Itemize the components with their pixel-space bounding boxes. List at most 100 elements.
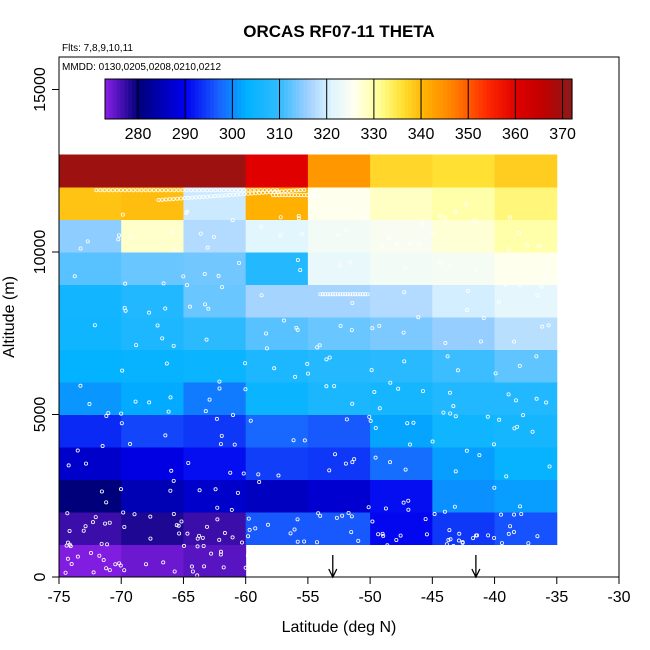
obs-point xyxy=(377,406,382,411)
obs-point xyxy=(151,188,156,193)
colorbar-segment xyxy=(206,79,211,119)
obs-point xyxy=(90,520,95,525)
heatmap-cell xyxy=(245,349,309,383)
colorbar-segment xyxy=(108,79,114,119)
colorbar-segment xyxy=(202,79,207,119)
colorbar-segment xyxy=(322,79,328,119)
obs-point xyxy=(155,188,160,193)
colorbar-segment xyxy=(486,79,491,119)
colorbar-segment xyxy=(478,79,484,119)
obs-point xyxy=(547,464,552,469)
obs-point xyxy=(120,212,125,217)
obs-point xyxy=(156,197,161,202)
obs-point xyxy=(75,448,80,453)
obs-point xyxy=(276,473,281,478)
colorbar-tick-label: 310 xyxy=(266,126,293,143)
colorbar-segment xyxy=(132,79,137,119)
colorbar-segment xyxy=(190,79,196,119)
obs-point xyxy=(99,489,104,494)
obs-point xyxy=(167,197,172,202)
obs-point xyxy=(163,433,168,438)
heatmap-cell xyxy=(183,512,247,545)
heatmap-cell xyxy=(121,349,184,383)
obs-point xyxy=(97,553,102,558)
obs-point xyxy=(148,536,153,541)
obs-point xyxy=(333,452,338,457)
obs-point xyxy=(430,439,435,444)
obs-point xyxy=(333,292,338,297)
obs-point xyxy=(75,554,80,559)
obs-point xyxy=(402,359,407,364)
obs-point xyxy=(515,573,520,578)
obs-point xyxy=(278,215,283,220)
obs-point xyxy=(508,524,513,529)
obs-point xyxy=(205,194,210,199)
colorbar-segment xyxy=(556,79,561,119)
heatmap-cell xyxy=(432,414,496,448)
colorbar-segment xyxy=(424,79,429,119)
obs-point xyxy=(121,510,126,515)
obs-point xyxy=(272,366,277,371)
obs-point xyxy=(113,562,118,567)
obs-point xyxy=(420,555,425,560)
obs-point xyxy=(89,551,94,556)
obs-point xyxy=(118,487,123,492)
obs-point xyxy=(406,498,411,503)
obs-point xyxy=(218,549,223,554)
obs-point xyxy=(527,549,532,554)
heatmap-cell xyxy=(59,382,122,415)
obs-point xyxy=(424,532,429,537)
obs-point xyxy=(438,260,443,265)
obs-point xyxy=(483,545,488,550)
heatmap-cell xyxy=(121,479,184,513)
colorbar-segment xyxy=(369,79,375,119)
obs-point xyxy=(169,229,174,234)
obs-point xyxy=(492,536,497,541)
obs-point xyxy=(335,292,340,297)
heatmap-cell xyxy=(59,219,122,253)
obs-point xyxy=(161,560,166,565)
colorbar-segment xyxy=(338,79,343,119)
obs-point xyxy=(372,389,377,394)
obs-point xyxy=(144,562,149,567)
colorbar-segment xyxy=(241,79,246,119)
colorbar-segment xyxy=(225,79,231,119)
obs-point xyxy=(128,442,133,447)
obs-point xyxy=(197,195,202,200)
heatmap-cell xyxy=(245,219,309,253)
obs-point xyxy=(350,460,355,465)
obs-point xyxy=(373,455,378,460)
obs-point xyxy=(292,527,297,532)
obs-point xyxy=(298,554,303,559)
obs-point xyxy=(98,188,103,193)
obs-point xyxy=(463,564,468,569)
obs-point xyxy=(503,569,508,574)
colorbar-segment xyxy=(291,79,297,119)
colorbar-segment xyxy=(529,79,534,119)
obs-point xyxy=(446,572,451,577)
obs-point xyxy=(501,255,506,260)
colorbar-segment xyxy=(346,79,351,119)
obs-point xyxy=(212,194,217,199)
obs-point xyxy=(65,511,70,516)
colorbar-tick-label: 370 xyxy=(549,126,576,143)
heatmap-cell xyxy=(183,479,247,513)
obs-point xyxy=(233,188,238,193)
obs-point xyxy=(420,389,425,394)
obs-point xyxy=(323,292,328,297)
colorbar-segment xyxy=(443,79,449,119)
obs-point xyxy=(406,556,411,561)
obs-point xyxy=(69,562,74,567)
obs-point xyxy=(514,398,519,403)
obs-point xyxy=(238,188,243,193)
obs-point xyxy=(116,237,121,242)
colorbar-segment xyxy=(198,79,203,119)
obs-point xyxy=(447,528,452,533)
obs-point xyxy=(508,215,513,220)
obs-point xyxy=(464,202,469,207)
obs-point xyxy=(298,268,303,273)
obs-point xyxy=(201,543,206,548)
heatmap-cell xyxy=(370,447,433,480)
obs-point xyxy=(110,188,115,193)
heatmap-cell xyxy=(183,447,247,480)
